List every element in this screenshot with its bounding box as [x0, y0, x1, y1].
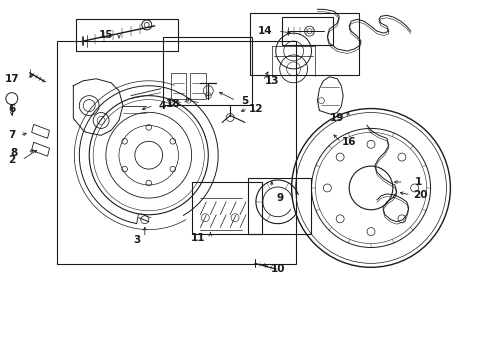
Text: 7: 7	[8, 130, 16, 140]
Text: 9: 9	[276, 193, 283, 203]
Bar	[163, 37, 252, 105]
Text: 12: 12	[248, 104, 263, 113]
Text: 11: 11	[191, 233, 206, 243]
Text: 13: 13	[265, 76, 279, 86]
Text: 3: 3	[133, 234, 141, 244]
Text: 17: 17	[4, 74, 19, 84]
Text: 5: 5	[242, 96, 248, 105]
Bar	[248, 178, 312, 234]
Text: 2: 2	[8, 155, 16, 165]
Bar	[57, 41, 295, 264]
Text: 19: 19	[330, 113, 344, 123]
Text: 6: 6	[8, 104, 16, 113]
Bar	[250, 13, 359, 75]
Text: 14: 14	[258, 26, 272, 36]
Text: 20: 20	[414, 190, 428, 200]
Bar	[193, 182, 262, 234]
Text: 18: 18	[165, 99, 180, 109]
Bar	[76, 19, 177, 51]
Text: 10: 10	[270, 264, 285, 274]
Text: 1: 1	[415, 177, 422, 187]
Text: 16: 16	[342, 137, 356, 147]
Bar	[282, 17, 333, 45]
Text: 4: 4	[159, 100, 166, 111]
Text: 8: 8	[10, 148, 18, 158]
Text: 15: 15	[99, 30, 113, 40]
